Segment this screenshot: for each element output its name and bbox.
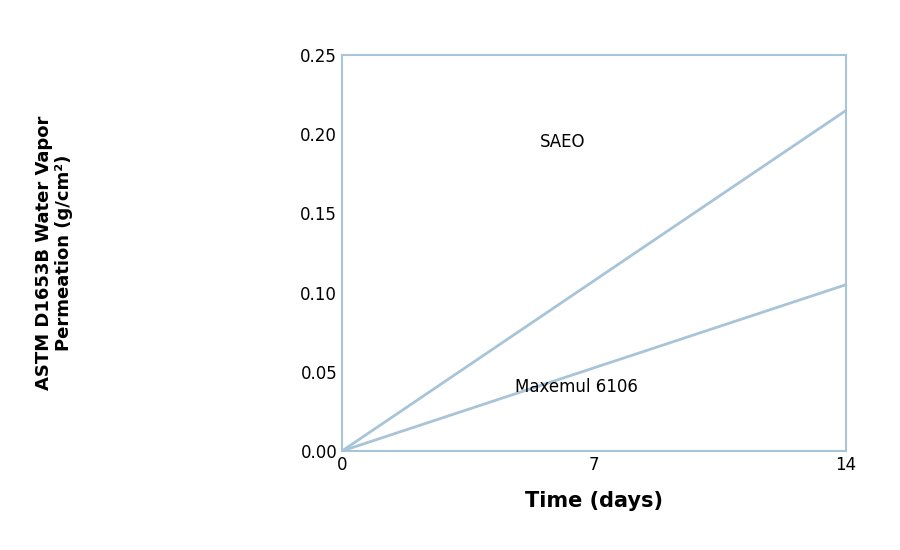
Text: ASTM D1653B Water Vapor
Permeation (g/cm²): ASTM D1653B Water Vapor Permeation (g/cm… xyxy=(34,116,74,390)
X-axis label: Time (days): Time (days) xyxy=(525,491,663,510)
Text: Maxemul 6106: Maxemul 6106 xyxy=(515,378,638,397)
Text: SAEO: SAEO xyxy=(540,133,586,151)
